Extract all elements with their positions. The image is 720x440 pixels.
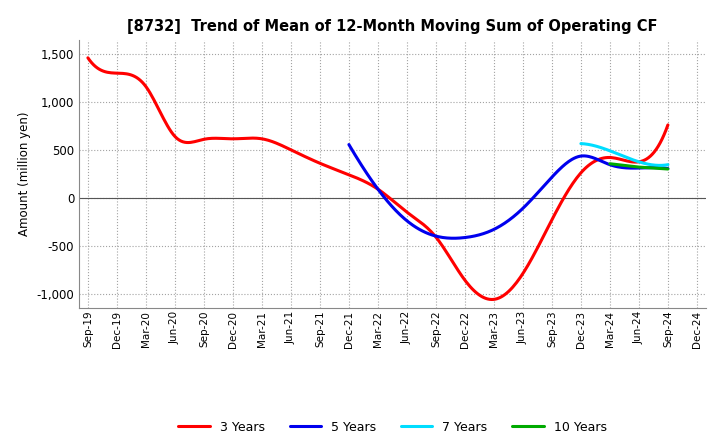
Y-axis label: Amount (million yen): Amount (million yen) — [18, 112, 31, 236]
5 Years — [635, 165, 644, 171]
7 Years — [628, 157, 636, 162]
7 Years — [630, 158, 639, 163]
7 Years — [650, 162, 659, 168]
3 Years — [429, 231, 438, 237]
7 Years — [664, 162, 672, 167]
10 Years — [634, 165, 643, 170]
Legend: 3 Years, 5 Years, 7 Years, 10 Years: 3 Years, 5 Years, 7 Years, 10 Years — [174, 416, 611, 439]
Line: 5 Years: 5 Years — [349, 145, 668, 238]
5 Years — [664, 166, 672, 171]
Line: 3 Years: 3 Years — [88, 58, 668, 300]
5 Years — [614, 165, 623, 170]
5 Years — [449, 235, 458, 241]
Title: [8732]  Trend of Mean of 12-Month Moving Sum of Operating CF: [8732] Trend of Mean of 12-Month Moving … — [127, 19, 657, 34]
3 Years — [84, 55, 92, 60]
7 Years — [656, 163, 665, 168]
3 Years — [86, 58, 94, 63]
7 Years — [655, 163, 664, 168]
5 Years — [346, 144, 354, 149]
5 Years — [345, 142, 354, 147]
5 Years — [541, 182, 549, 187]
3 Years — [575, 173, 583, 178]
Line: 10 Years: 10 Years — [610, 164, 668, 169]
10 Years — [606, 161, 614, 166]
7 Years — [577, 141, 585, 146]
3 Years — [487, 297, 495, 302]
7 Years — [629, 157, 637, 162]
10 Years — [664, 166, 672, 172]
5 Years — [534, 189, 543, 194]
3 Years — [427, 229, 436, 235]
7 Years — [577, 141, 585, 146]
5 Years — [536, 188, 544, 193]
3 Years — [438, 244, 447, 249]
Line: 7 Years: 7 Years — [581, 143, 668, 165]
3 Years — [664, 122, 672, 128]
3 Years — [611, 156, 620, 161]
